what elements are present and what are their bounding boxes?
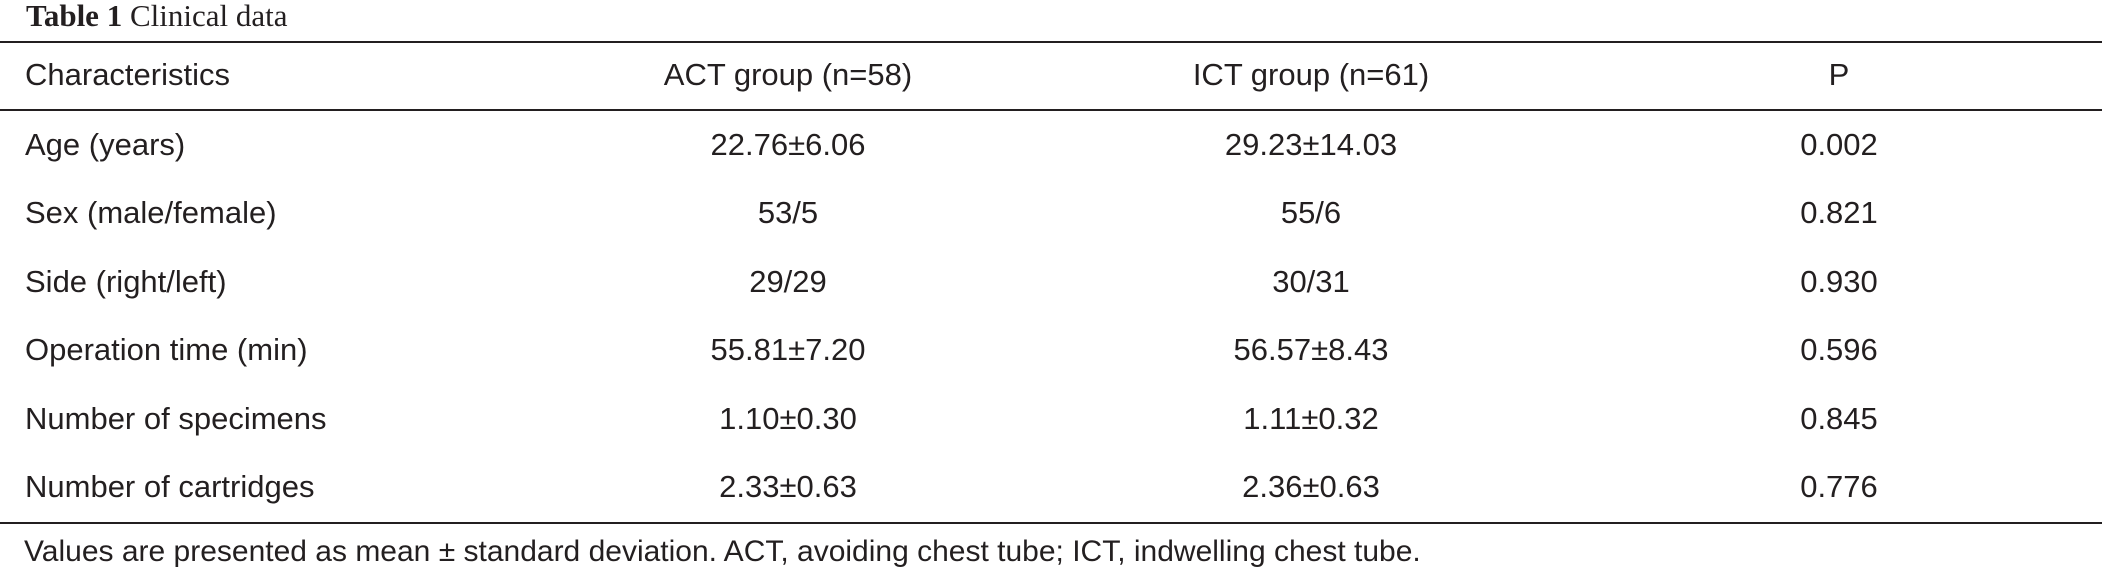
caption-title: Clinical data	[129, 0, 288, 33]
act-value: 53/5	[757, 195, 819, 230]
header-p-value: P	[1828, 57, 1850, 92]
table-row: Number of specimens 1.10±0.30 1.11±0.32 …	[0, 385, 2102, 453]
p-value: 0.930	[1800, 264, 1878, 299]
p-value: 0.776	[1800, 469, 1878, 504]
table-bottom-rule	[0, 522, 2102, 524]
table-row: Side (right/left) 29/29 30/31 0.930	[0, 248, 2102, 316]
row-label: Operation time (min)	[25, 332, 308, 367]
act-value: 55.81±7.20	[710, 332, 866, 367]
ict-value: 56.57±8.43	[1233, 332, 1389, 367]
p-value: 0.002	[1800, 127, 1878, 162]
row-label: Number of specimens	[25, 401, 327, 436]
table-header-row: Characteristics ACT group (n=58) ICT gro…	[0, 41, 2102, 109]
act-value: 22.76±6.06	[710, 127, 866, 162]
act-value: 1.10±0.30	[719, 401, 857, 436]
row-label: Side (right/left)	[25, 264, 227, 299]
table-footnote: Values are presented as mean ± standard …	[24, 535, 1421, 568]
ict-value: 30/31	[1272, 264, 1350, 299]
table-row: Operation time (min) 55.81±7.20 56.57±8.…	[0, 316, 2102, 384]
table-top-rule	[0, 41, 2102, 43]
ict-value: 1.11±0.32	[1243, 401, 1379, 436]
table-row: Number of cartridges 2.33±0.63 2.36±0.63…	[0, 453, 2102, 521]
row-label: Age (years)	[25, 127, 186, 162]
p-value: 0.596	[1800, 332, 1878, 367]
table-row: Age (years) 22.76±6.06 29.23±14.03 0.002	[0, 111, 2102, 179]
row-label: Sex (male/female)	[25, 195, 277, 230]
ict-value: 55/6	[1280, 195, 1342, 230]
ict-value: 29.23±14.03	[1224, 127, 1398, 162]
table-row: Sex (male/female) 53/5 55/6 0.821	[0, 179, 2102, 247]
table-header-rule	[0, 109, 2102, 111]
header-act-group: ACT group (n=58)	[663, 57, 913, 92]
act-value: 29/29	[749, 264, 827, 299]
p-value: 0.845	[1800, 401, 1878, 436]
ict-value: 2.36±0.63	[1242, 469, 1380, 504]
caption-label: Table 1	[26, 0, 123, 33]
row-label: Number of cartridges	[25, 469, 315, 504]
table-caption: Table 1 Clinical data	[26, 0, 287, 32]
p-value: 0.821	[1800, 195, 1878, 230]
header-characteristics: Characteristics	[25, 57, 230, 92]
header-ict-group: ICT group (n=61)	[1192, 57, 1430, 92]
act-value: 2.33±0.63	[719, 469, 857, 504]
